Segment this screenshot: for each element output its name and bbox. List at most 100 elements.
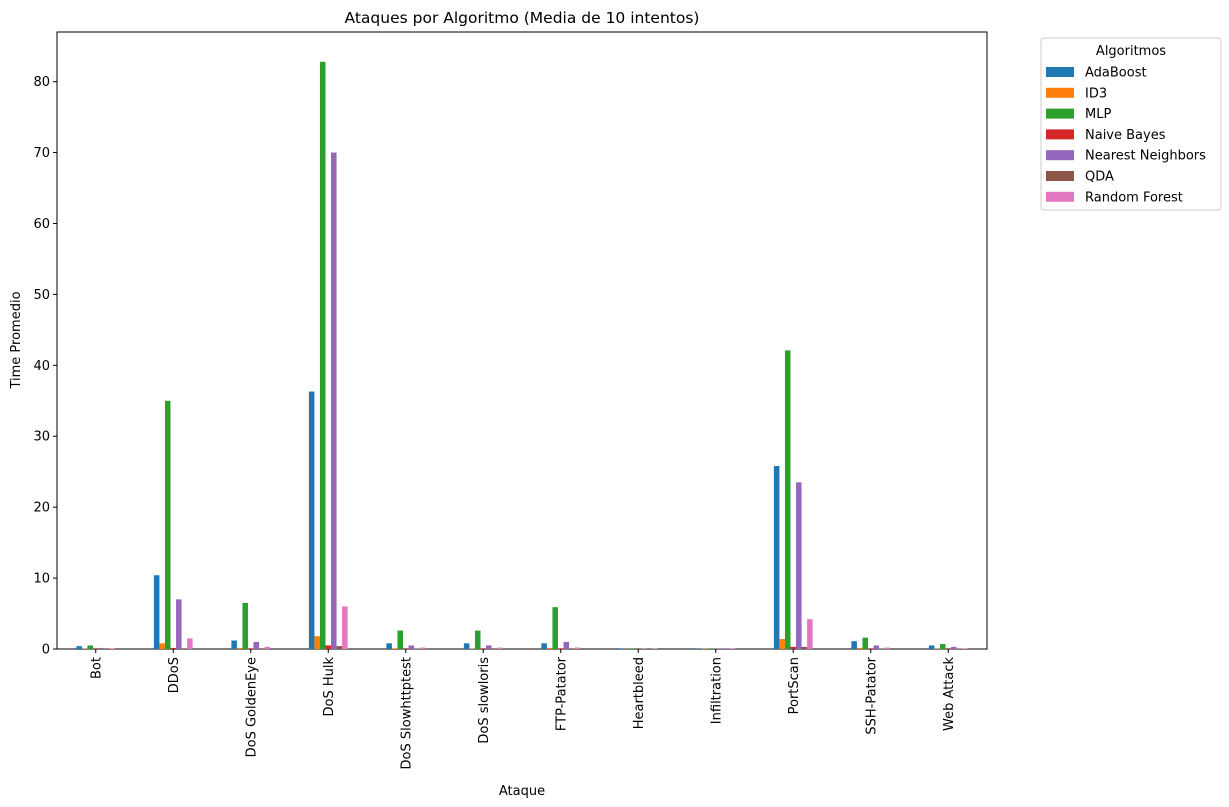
- x-tick-label-portscan: PortScan: [787, 657, 802, 714]
- bar-qda-ftp-patator: [569, 648, 575, 649]
- bar-naive-bayes-bot: [92, 648, 99, 649]
- bar-qda-dos-slowloris: [491, 648, 498, 649]
- bar-qda-dos-hulk: [336, 646, 343, 649]
- bar-adaboost-dos-slowloris: [463, 643, 470, 649]
- y-axis: 0 10 20 30 40 50 60 70 80: [33, 75, 57, 658]
- bar-nearest-neighbors-portscan: [796, 482, 802, 649]
- x-tick-label-ftp-patator: FTP-Patator: [554, 656, 569, 731]
- bar-adaboost-dos-hulk: [308, 391, 315, 649]
- legend-items: AdaBoost ID3 MLP Naive Bayes Nearest Neighbo…: [1046, 66, 1206, 205]
- bar-nearest-neighbors-infiltration: [718, 648, 725, 649]
- bar-qda-dos-goldeneye: [259, 648, 265, 649]
- bar-adaboost-ddos: [153, 575, 160, 649]
- bar-adaboost-ftp-patator: [541, 643, 547, 649]
- bar-mlp-infiltration: [707, 648, 713, 649]
- x-tick-label-heartbleed: Heartbleed: [632, 657, 647, 729]
- bar-qda-ddos: [181, 648, 188, 649]
- bar-adaboost-web-attack: [928, 645, 935, 649]
- x-tick-label-infiltration: Infiltration: [709, 657, 724, 724]
- bar-nearest-neighbors-dos-goldeneye: [253, 641, 260, 649]
- bars-layer: [76, 61, 968, 650]
- bar-nearest-neighbors-ddos: [176, 599, 182, 649]
- bar-id3-ftp-patator: [546, 647, 553, 649]
- x-tick-label-dos-slowhttptest: DoS Slowhttptest: [399, 657, 414, 769]
- bar-qda-portscan: [801, 646, 808, 649]
- bar-nearest-neighbors-ftp-patator: [563, 641, 570, 649]
- bar-mlp-ftp-patator: [552, 607, 558, 649]
- legend-swatch-qda: [1046, 171, 1074, 181]
- bar-naive-bayes-ddos: [170, 647, 177, 649]
- bar-mlp-bot: [87, 645, 93, 649]
- bar-random-forest-dos-hulk: [342, 606, 348, 649]
- x-tick-label-dos-slowloris: DoS slowloris: [477, 657, 492, 744]
- y-tick-label: 0: [42, 643, 50, 658]
- bar-id3-portscan: [779, 639, 785, 649]
- bar-naive-bayes-dos-slowhttptest: [402, 648, 409, 649]
- plot-area-frame: [56, 31, 988, 650]
- bar-nearest-neighbors-dos-slowloris: [486, 645, 492, 649]
- legend-box: [1040, 37, 1222, 211]
- bar-mlp-dos-slowhttptest: [397, 630, 403, 649]
- bar-naive-bayes-ftp-patator: [557, 648, 564, 649]
- y-tick-label: 30: [33, 430, 50, 445]
- bar-adaboost-dos-slowhttptest: [386, 643, 392, 649]
- bar-id3-dos-slowhttptest: [391, 648, 398, 649]
- legend-label-qda: QDA: [1085, 170, 1114, 185]
- bar-mlp-dos-goldeneye: [242, 602, 248, 649]
- legend-swatch-adaboost: [1046, 67, 1074, 77]
- bar-nearest-neighbors-ssh-patator: [873, 645, 880, 649]
- legend-swatch-naive-bayes: [1046, 129, 1074, 140]
- bar-naive-bayes-web-attack: [945, 648, 952, 649]
- bar-adaboost-ssh-patator: [851, 641, 857, 649]
- bar-adaboost-heartbleed: [618, 648, 625, 649]
- bar-naive-bayes-portscan: [790, 646, 797, 649]
- bar-mlp-web-attack: [939, 644, 946, 649]
- legend-label-random-forest: Random Forest: [1085, 190, 1183, 205]
- legend-title: Algoritmos: [1096, 44, 1166, 59]
- legend-label-mlp: MLP: [1085, 107, 1111, 122]
- bar-mlp-dos-hulk: [319, 61, 326, 650]
- bar-nearest-neighbors-dos-slowhttptest: [408, 645, 415, 649]
- x-tick-label-dos-hulk: DoS Hulk: [322, 657, 337, 717]
- bar-id3-dos-goldeneye: [236, 647, 243, 649]
- chart-title: Ataques por Algoritmo (Media de 10 inten…: [345, 9, 700, 27]
- x-tick-label-ddos: DDoS: [167, 657, 182, 693]
- legend-label-id3: ID3: [1085, 86, 1107, 101]
- bar-mlp-portscan: [784, 350, 791, 649]
- bar-random-forest-ddos: [187, 638, 193, 649]
- y-tick-label: 20: [33, 501, 50, 516]
- bar-mlp-ssh-patator: [862, 637, 868, 649]
- bar-random-forest-web-attack: [962, 648, 968, 649]
- legend-swatch-random-forest: [1046, 191, 1074, 202]
- bar-nearest-neighbors-dos-hulk: [331, 152, 337, 649]
- y-tick-label: 60: [33, 217, 50, 232]
- bar-nearest-neighbors-bot: [98, 647, 105, 649]
- x-axis: Bot DDoS DoS GoldenEye DoS Hulk DoS Slowhttp…: [89, 649, 957, 769]
- legend-label-adaboost: AdaBoost: [1085, 66, 1147, 81]
- legend-label-nearest-neighbors: Nearest Neighbors: [1085, 149, 1206, 164]
- y-tick-label: 50: [33, 288, 50, 303]
- bar-random-forest-ftp-patator: [574, 647, 581, 649]
- bar-naive-bayes-dos-hulk: [325, 645, 332, 649]
- legend-swatch-mlp: [1046, 108, 1074, 119]
- bar-naive-bayes-dos-slowloris: [480, 648, 487, 649]
- bar-random-forest-portscan: [807, 619, 813, 649]
- bar-adaboost-infiltration: [696, 648, 702, 649]
- legend-label-naive-bayes: Naive Bayes: [1085, 128, 1166, 143]
- bar-id3-dos-hulk: [314, 636, 320, 649]
- bar-mlp-dos-slowloris: [474, 630, 481, 649]
- bar-id3-ddos: [159, 643, 165, 649]
- bar-random-forest-bot: [109, 648, 116, 649]
- x-tick-label-dos-goldeneye: DoS GoldenEye: [244, 657, 259, 757]
- bar-random-forest-dos-slowloris: [497, 647, 503, 649]
- y-tick-label: 40: [33, 359, 50, 374]
- y-tick-label: 10: [33, 572, 50, 587]
- bar-naive-bayes-ssh-patator: [867, 648, 874, 649]
- y-tick-label: 80: [33, 75, 50, 90]
- bar-random-forest-infiltration: [729, 648, 736, 649]
- legend: Algoritmos AdaBoost ID3 MLP Naive Bayes Near…: [1040, 37, 1222, 211]
- legend-swatch-id3: [1046, 87, 1074, 98]
- bar-mlp-ddos: [164, 400, 171, 649]
- bar-adaboost-bot: [76, 646, 82, 649]
